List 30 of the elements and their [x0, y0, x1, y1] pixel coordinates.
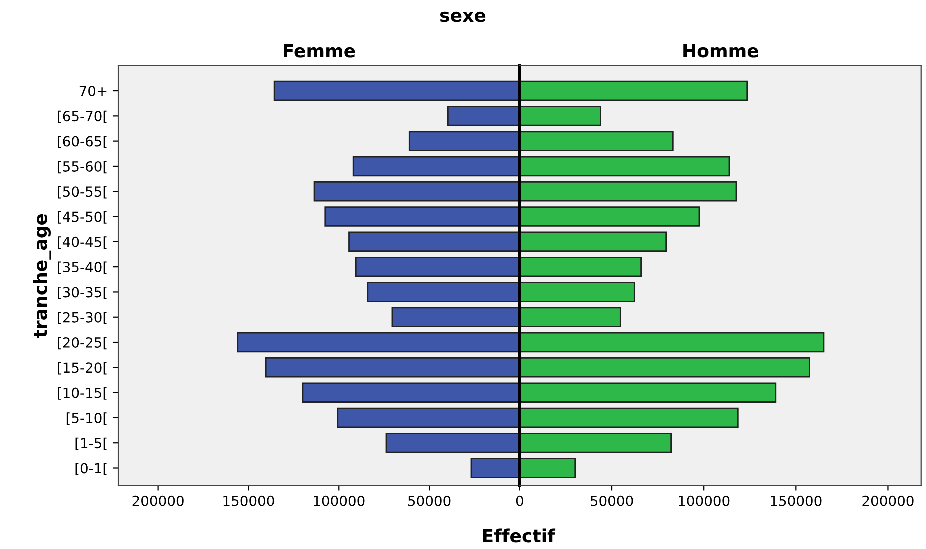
y-tick-label: [30-35[: [58, 286, 107, 300]
y-tick-label: [0-1[: [76, 462, 107, 476]
x-tick-label: 200000: [132, 496, 184, 506]
y-tick-label: [60-65[: [58, 136, 107, 148]
x-tick-label: 0: [516, 496, 524, 506]
y-tick-label: [40-45[: [58, 236, 107, 250]
x-tick-label: 200000: [862, 496, 914, 506]
y-tick-label: [5-10[: [66, 412, 107, 426]
x-tick-label: 50000: [408, 496, 451, 506]
y-tick-label: [1-5[: [76, 438, 107, 450]
y-tick-label: [45-50[: [58, 211, 107, 224]
x-tick-label: 150000: [224, 496, 274, 506]
y-tick-label: [55-60[: [58, 161, 107, 174]
x-tick-label: 150000: [771, 496, 822, 506]
y-tick-label: [15-20[: [58, 362, 107, 375]
chart-subtitle: Femme: [284, 44, 356, 58]
y-tick-label: [35-40[: [58, 262, 107, 274]
y-tick-label: [25-30[: [58, 312, 107, 324]
y-axis-title: tranche_age: [33, 214, 52, 338]
x-axis-title: Effectif: [483, 528, 556, 543]
x-tick-label: 100000: [314, 496, 365, 506]
chart-subtitle: Homme: [684, 44, 758, 58]
chart-title: sexe: [440, 12, 486, 22]
y-tick-label: [20-25[: [58, 337, 107, 350]
y-tick-label: [50-55[: [58, 186, 107, 199]
y-tick-label: [10-15[: [58, 388, 107, 400]
y-tick-label: 70+: [80, 86, 107, 97]
y-tick-label: [65-70[: [58, 110, 107, 124]
x-tick-label: 50000: [591, 496, 634, 506]
x-tick-label: 100000: [679, 496, 730, 506]
